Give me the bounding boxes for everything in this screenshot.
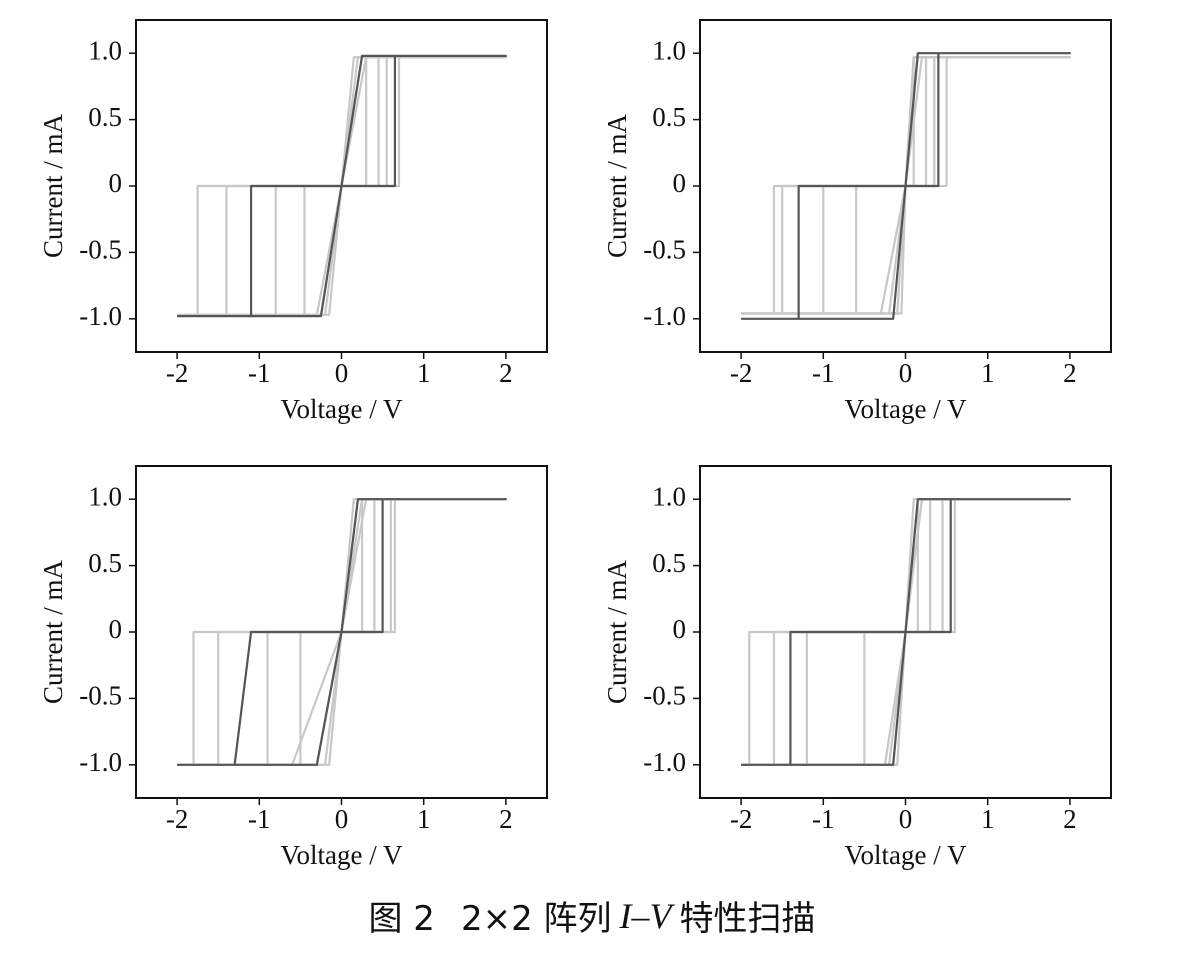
y-tick-label: -1.0	[643, 747, 686, 777]
y-tick-label: 0.5	[652, 102, 686, 132]
iv-curve	[741, 498, 1071, 766]
y-axis-label: Current / mA	[38, 114, 68, 258]
x-axis-label: Voltage / V	[280, 394, 403, 424]
x-tick-label: 0	[899, 804, 913, 834]
y-tick-label: -1.0	[79, 301, 122, 331]
y-tick-label: 0	[673, 168, 687, 198]
x-axis-label: Voltage / V	[844, 394, 967, 424]
x-tick-label: 0	[335, 804, 349, 834]
y-tick-label: 1.0	[652, 35, 686, 65]
x-tick-label: -2	[730, 804, 753, 834]
x-tick-label: -1	[248, 804, 271, 834]
panel: -2 -1 0 1 2 -1.0 -0.5 0 0.5 1.0 Voltage / V Current…	[38, 19, 548, 424]
y-tick-label: 1.0	[88, 481, 122, 511]
y-tick-label: -0.5	[79, 681, 122, 711]
x-tick-label: 2	[1063, 358, 1077, 388]
panel: -2 -1 0 1 2 -1.0 -0.5 0 0.5 1.0 Voltage / V Current…	[602, 19, 1112, 424]
y-tick-label: 0.5	[652, 548, 686, 578]
y-tick-label: 0	[109, 614, 123, 644]
x-tick-label: 2	[499, 358, 513, 388]
x-tick-label: -1	[248, 358, 271, 388]
x-tick-label: -2	[730, 358, 753, 388]
caption-text: 2×2 阵列	[461, 899, 612, 939]
x-tick-label: 1	[981, 804, 995, 834]
caption-text: 特性扫描	[680, 899, 816, 939]
iv-curve	[177, 498, 507, 766]
x-tick-label: 0	[899, 358, 913, 388]
panel: -2 -1 0 1 2 -1.0 -0.5 0 0.5 1.0 Voltage / V Current…	[602, 465, 1112, 870]
panel: -2 -1 0 1 2 -1.0 -0.5 0 0.5 1.0 Voltage / V Current…	[38, 465, 548, 870]
plot-frame	[135, 465, 548, 799]
plot-frame	[135, 19, 548, 353]
x-tick-label: 2	[1063, 804, 1077, 834]
caption-iv: I–V	[619, 896, 676, 936]
x-axis-label: Voltage / V	[280, 840, 403, 870]
x-tick-label: -1	[812, 804, 835, 834]
y-tick-label: -0.5	[643, 235, 686, 265]
y-tick-label: -1.0	[79, 747, 122, 777]
y-tick-label: 0	[109, 168, 123, 198]
y-axis-label: Current / mA	[38, 560, 68, 704]
x-tick-label: -2	[166, 804, 189, 834]
caption: 图 2 2×2 阵列 I–V 特性扫描	[369, 896, 816, 938]
plot-frame	[699, 19, 1112, 353]
x-tick-label: 1	[417, 358, 431, 388]
y-tick-label: 1.0	[88, 35, 122, 65]
plot-frame	[699, 465, 1112, 799]
iv-curve	[177, 54, 507, 318]
x-tick-label: -2	[166, 358, 189, 388]
y-axis-label: Current / mA	[602, 114, 632, 258]
y-tick-label: -0.5	[643, 681, 686, 711]
y-tick-label: -1.0	[643, 301, 686, 331]
y-tick-label: 0	[673, 614, 687, 644]
iv-curve	[741, 56, 1071, 315]
y-tick-label: 0.5	[88, 548, 122, 578]
x-tick-label: -1	[812, 358, 835, 388]
y-tick-label: -0.5	[79, 235, 122, 265]
x-tick-label: 1	[981, 358, 995, 388]
y-tick-label: 1.0	[652, 481, 686, 511]
y-axis-label: Current / mA	[602, 560, 632, 704]
y-tick-label: 0.5	[88, 102, 122, 132]
caption-label: 图 2	[369, 899, 435, 939]
iv-curve	[741, 52, 1071, 320]
x-tick-label: 2	[499, 804, 513, 834]
x-tick-label: 0	[335, 358, 349, 388]
x-axis-label: Voltage / V	[844, 840, 967, 870]
x-tick-label: 1	[417, 804, 431, 834]
